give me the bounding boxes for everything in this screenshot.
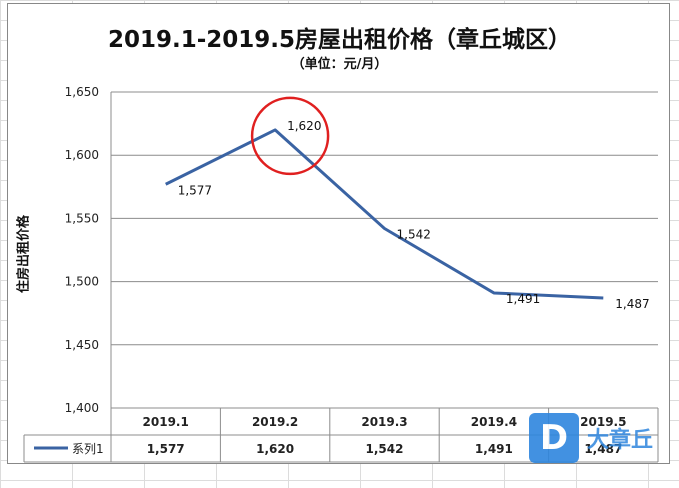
watermark-icon: D xyxy=(529,413,579,463)
data-label: 1,487 xyxy=(615,297,649,311)
x-tick-label: 2019.2 xyxy=(252,415,298,429)
series-line xyxy=(165,128,604,300)
watermark-text: 大章丘 xyxy=(587,428,654,453)
chart-area[interactable]: 2019.1-2019.5房屋出租价格（章丘城区） （单位：元/月） 住房出租价… xyxy=(7,3,670,464)
data-label: 1,542 xyxy=(397,228,431,242)
y-tick-label: 1,600 xyxy=(65,148,99,162)
data-label: 1,491 xyxy=(506,292,540,306)
watermark-logo: D 大章丘 xyxy=(529,410,669,466)
legend-label: 系列1 xyxy=(72,442,104,456)
chart-subtitle: （单位：元/月） xyxy=(291,57,388,72)
table-value: 1,491 xyxy=(475,442,513,456)
y-tick-label: 1,650 xyxy=(65,85,99,99)
y-tick-label: 1,400 xyxy=(65,401,99,415)
data-label: 1,577 xyxy=(178,183,212,197)
highlight-circle xyxy=(250,96,330,176)
y-tick-label: 1,500 xyxy=(65,275,99,289)
table-value: 1,577 xyxy=(147,442,185,456)
x-tick-label: 2019.1 xyxy=(143,415,189,429)
table-value: 1,620 xyxy=(256,442,294,456)
x-tick-label: 2019.3 xyxy=(361,415,407,429)
y-tick-label: 1,450 xyxy=(65,338,99,352)
table-value: 1,487 xyxy=(584,442,622,456)
chart-title: 2019.1-2019.5房屋出租价格（章丘城区） xyxy=(107,27,572,53)
table-value: 1,542 xyxy=(366,442,404,456)
data-label: 1,620 xyxy=(287,119,321,133)
x-tick-label: 2019.4 xyxy=(471,415,517,429)
x-tick-label: 2019.5 xyxy=(580,415,626,429)
plot-area: 1,400 1,450 1,500 1,550 1,600 1,650 2019.1 1,5… xyxy=(23,85,659,463)
y-tick-label: 1,550 xyxy=(65,211,99,225)
